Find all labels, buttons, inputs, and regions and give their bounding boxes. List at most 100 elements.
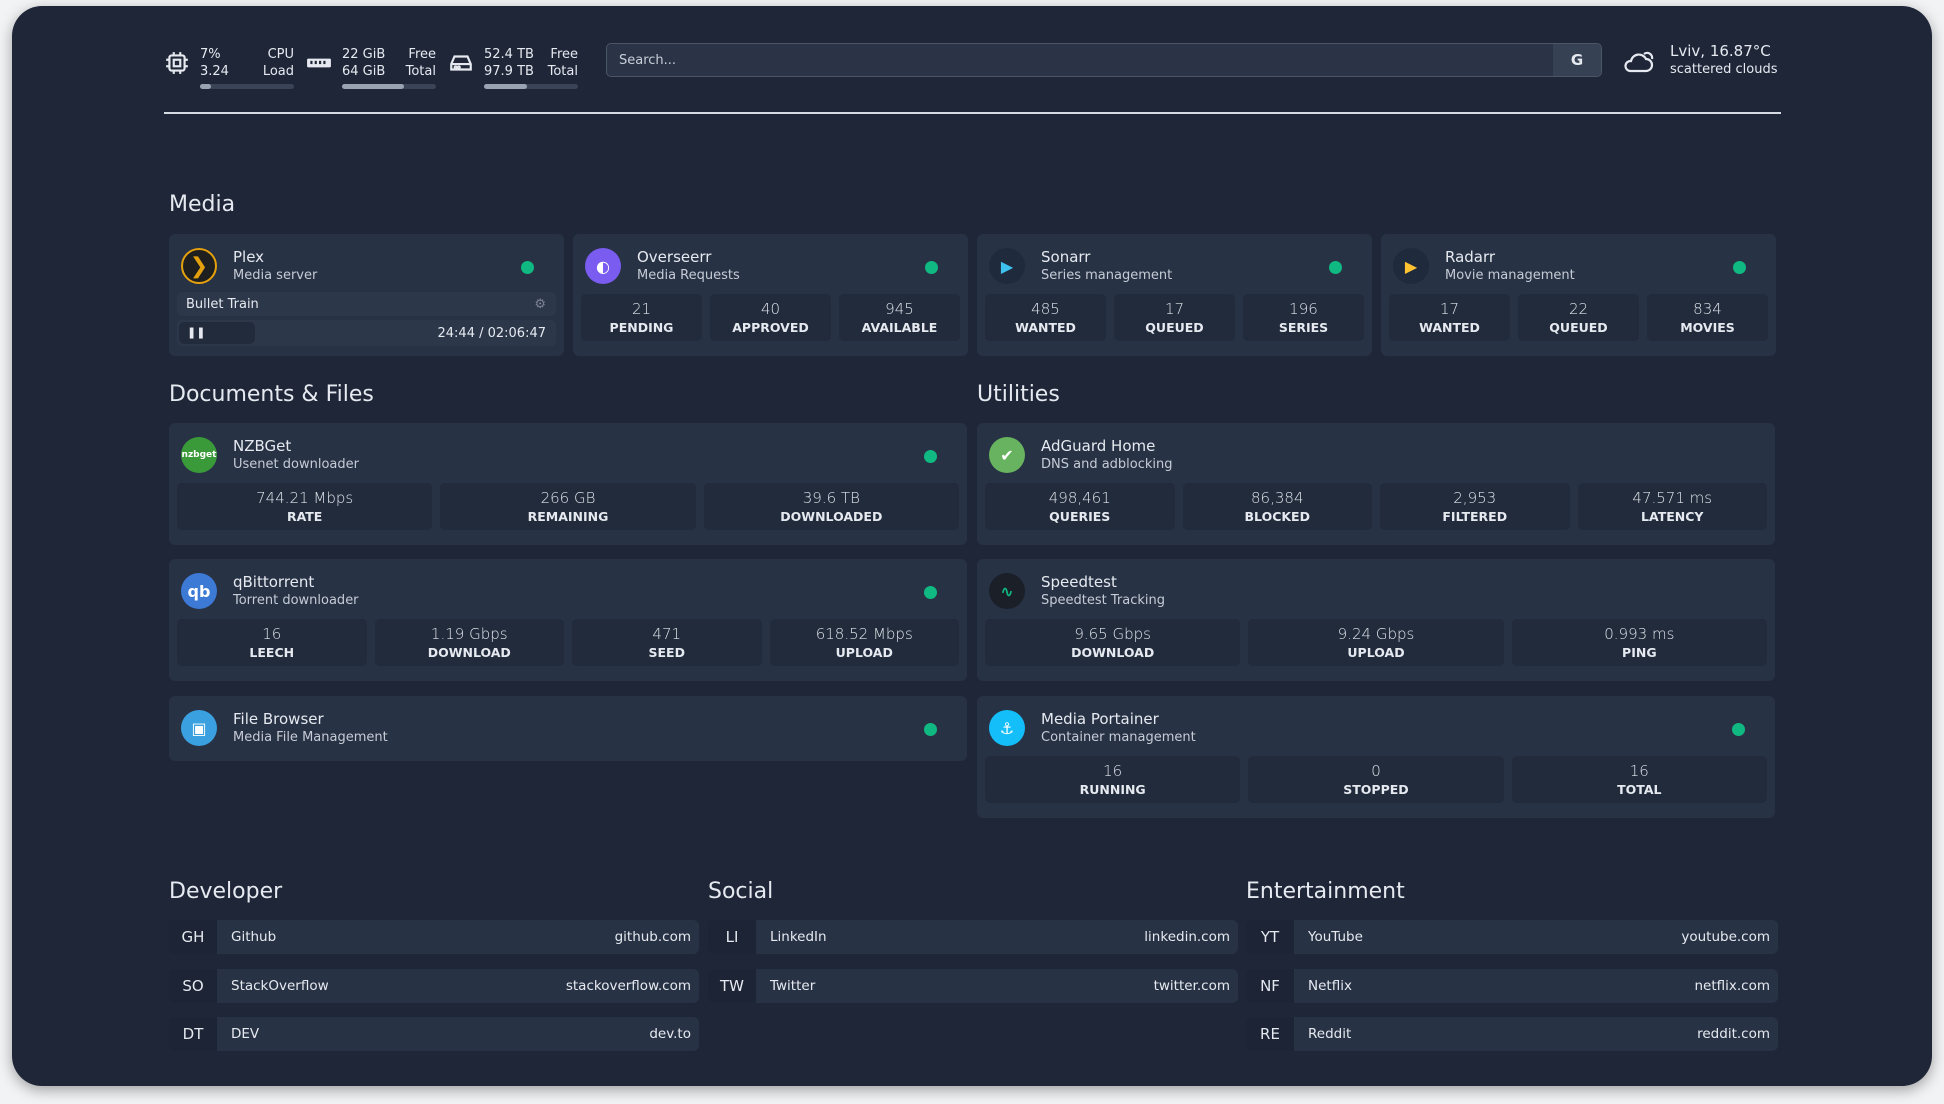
service-card-qbittorrent[interactable]: qb qBittorrent Torrent downloader 16 LEECH… bbox=[169, 559, 967, 681]
service-name: Media Portainer bbox=[1041, 709, 1159, 728]
now-playing-title: Bullet Train bbox=[186, 296, 259, 312]
status-dot bbox=[925, 261, 938, 274]
memory-widget: 22 GiB Free 64 GiB Total bbox=[306, 46, 436, 89]
bookmark-abbr: YT bbox=[1246, 920, 1294, 954]
stat-label: PING bbox=[1622, 645, 1657, 660]
bookmark-twitter[interactable]: TW Twitter twitter.com bbox=[708, 968, 1238, 1003]
search-input[interactable] bbox=[607, 44, 1553, 76]
stat-value: 1.19 Gbps bbox=[430, 625, 508, 643]
bookmark-abbr: GH bbox=[169, 920, 217, 954]
bookmark-url: netflix.com bbox=[1694, 977, 1770, 994]
status-dot bbox=[924, 723, 937, 736]
weather-location-temp: Lviv, 16.87°C bbox=[1670, 42, 1771, 60]
bookmark-youtube[interactable]: YT YouTube youtube.com bbox=[1246, 920, 1778, 954]
bookmark-linkedin[interactable]: LI LinkedIn linkedin.com bbox=[708, 920, 1238, 954]
stat-rate: 744.21 Mbps RATE bbox=[177, 483, 433, 530]
service-description: Series management bbox=[1041, 267, 1173, 283]
stat-value: 485 bbox=[1031, 300, 1060, 318]
stat-value: 39.6 TB bbox=[802, 489, 860, 507]
stat-approved: 40 APPROVED bbox=[710, 294, 831, 341]
playback-progress: 24:44 / 02:06:47 bbox=[437, 325, 547, 341]
total-label: Total bbox=[547, 64, 578, 79]
bookmark-name: YouTube bbox=[1308, 929, 1363, 945]
stat-value: 9.24 Gbps bbox=[1337, 625, 1415, 643]
service-name: File Browser bbox=[233, 709, 324, 728]
service-card-overseerr[interactable]: ◐ Overseerr Media Requests 21 PENDING 40 APP… bbox=[573, 234, 968, 356]
pause-icon[interactable]: ❚❚ bbox=[179, 322, 255, 344]
stat-label: BLOCKED bbox=[1244, 509, 1310, 524]
stat-label: QUEUED bbox=[1145, 320, 1204, 335]
stat-leech: 16 LEECH bbox=[177, 619, 367, 666]
service-card-radarr[interactable]: ▶ Radarr Movie management 17 WANTED 22 QUEUE… bbox=[1381, 234, 1776, 356]
stat-label: AVAILABLE bbox=[861, 320, 938, 335]
bookmark-url: stackoverflow.com bbox=[565, 977, 691, 994]
status-dot bbox=[521, 261, 534, 274]
stat-value: 21 bbox=[631, 300, 652, 318]
cpu-widget: 7% CPU 3.24 Load bbox=[164, 46, 294, 89]
stat-running: 16 RUNNING bbox=[985, 756, 1241, 803]
service-card-sonarr[interactable]: ▶ Sonarr Series management 485 WANTED 17 QUE… bbox=[977, 234, 1372, 356]
weather-condition: scattered clouds bbox=[1670, 62, 1778, 77]
cloud-icon bbox=[1624, 51, 1654, 72]
service-card-plex[interactable]: ❯ Plex Media server Bullet Train ⚙ ❚❚ 24:44… bbox=[169, 234, 564, 356]
service-description: Usenet downloader bbox=[233, 456, 359, 472]
stat-label: APPROVED bbox=[732, 320, 809, 335]
service-card-adguard[interactable]: ✔ AdGuard Home DNS and adblocking 498,461… bbox=[977, 423, 1775, 545]
stat-label: WANTED bbox=[1015, 320, 1076, 335]
stats-row: 16 LEECH 1.19 Gbps DOWNLOAD 471 SEED 618.52 Mb… bbox=[177, 619, 959, 666]
search-provider-button[interactable]: G bbox=[1553, 44, 1601, 76]
stats-row: 744.21 Mbps RATE 266 GB REMAINING 39.6 TB DOW… bbox=[177, 483, 959, 530]
service-description: Speedtest Tracking bbox=[1041, 592, 1165, 608]
settings-icon[interactable]: ⚙ bbox=[534, 296, 546, 312]
stats-row: 498,461 QUERIES 86,384 BLOCKED 2,953 FILTERED… bbox=[985, 483, 1767, 530]
bookmark-netflix[interactable]: NF Netflix netflix.com bbox=[1246, 968, 1778, 1003]
stat-available: 945 AVAILABLE bbox=[839, 294, 960, 341]
service-card-portainer[interactable]: ⚓ Media Portainer Container management 16… bbox=[977, 696, 1775, 818]
stat-remaining: 266 GB REMAINING bbox=[440, 483, 696, 530]
bookmark-abbr: DT bbox=[169, 1017, 217, 1051]
stat-value: 744.21 Mbps bbox=[256, 489, 354, 507]
service-card-speedtest[interactable]: ∿ Speedtest Speedtest Tracking 9.65 Gbps D… bbox=[977, 559, 1775, 681]
stats-row: 17 WANTED 22 QUEUED 834 MOVIES bbox=[1389, 294, 1768, 341]
cpu-label: CPU bbox=[267, 47, 294, 62]
memory-bar bbox=[342, 84, 436, 89]
bookmark-reddit[interactable]: RE Reddit reddit.com bbox=[1246, 1017, 1778, 1051]
stat-label: TOTAL bbox=[1617, 782, 1662, 797]
service-description: Media server bbox=[233, 267, 318, 283]
stat-value: 196 bbox=[1289, 300, 1318, 318]
portainer-logo-icon: ⚓ bbox=[989, 710, 1025, 746]
free-label: Free bbox=[408, 47, 436, 62]
stat-value: 834 bbox=[1693, 300, 1722, 318]
stat-label: SERIES bbox=[1278, 320, 1329, 335]
stat-value: 2,953 bbox=[1453, 489, 1497, 507]
load-label: Load bbox=[262, 64, 294, 79]
group-title-documents: Documents & Files bbox=[169, 382, 374, 407]
stat-value: 618.52 Mbps bbox=[815, 625, 913, 643]
usage-fill bbox=[342, 84, 405, 89]
stat-value: 86,384 bbox=[1251, 489, 1304, 507]
stat-download: 9.65 Gbps DOWNLOAD bbox=[985, 619, 1241, 666]
service-card-nzbget[interactable]: nzbget NZBGet Usenet downloader 744.21 Mb… bbox=[169, 423, 967, 545]
bookmark-dev[interactable]: DT DEV dev.to bbox=[169, 1017, 699, 1051]
bookmark-abbr: LI bbox=[708, 920, 756, 954]
stat-queries: 498,461 QUERIES bbox=[985, 483, 1175, 530]
service-name: AdGuard Home bbox=[1041, 436, 1156, 455]
adguard-logo-icon: ✔ bbox=[989, 437, 1025, 473]
service-name: qBittorrent bbox=[233, 572, 315, 591]
bookmark-abbr: RE bbox=[1246, 1017, 1294, 1051]
stat-value: 16 bbox=[1103, 762, 1123, 780]
service-card-filebrowser[interactable]: ▣ File Browser Media File Management bbox=[169, 696, 967, 761]
stat-movies: 834 MOVIES bbox=[1647, 294, 1768, 341]
stat-latency: 47.571 ms LATENCY bbox=[1577, 483, 1767, 530]
bookmark-url: youtube.com bbox=[1681, 929, 1770, 945]
dashboard-window: 7% CPU 3.24 Load 22 GiB Free 64 GiB Total 52… bbox=[12, 6, 1932, 1086]
stat-value: 40 bbox=[760, 300, 781, 318]
group-title-social: Social bbox=[708, 879, 774, 904]
status-dot bbox=[924, 450, 937, 463]
stat-value: 945 bbox=[885, 300, 914, 318]
stat-label: QUEUED bbox=[1549, 320, 1608, 335]
bookmark-stackoverflow[interactable]: SO StackOverflow stackoverflow.com bbox=[169, 968, 699, 1003]
service-description: Torrent downloader bbox=[233, 592, 359, 608]
bookmark-github[interactable]: GH Github github.com bbox=[169, 920, 699, 954]
stat-label: UPLOAD bbox=[835, 645, 893, 660]
